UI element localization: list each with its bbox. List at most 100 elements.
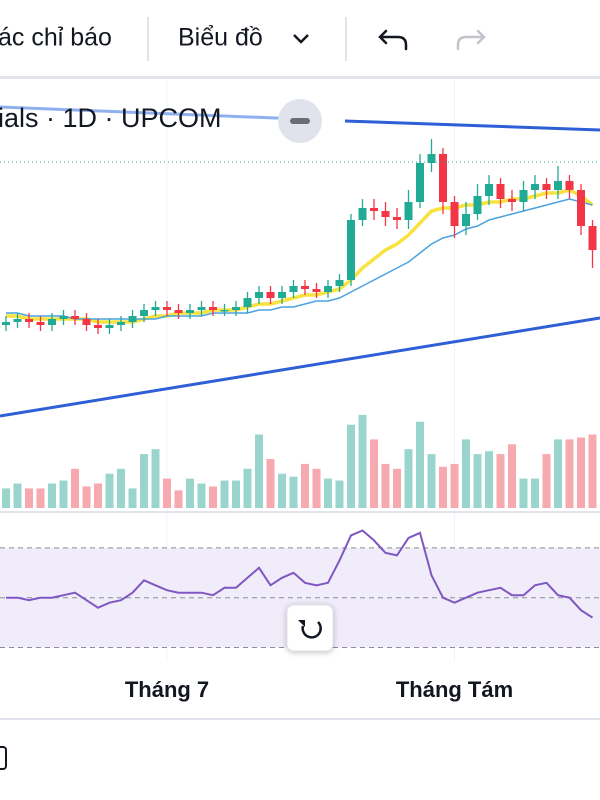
trend-line xyxy=(344,119,600,132)
candle-body xyxy=(324,286,332,292)
reset-icon xyxy=(301,621,322,639)
x-tick-label: Tháng 7 xyxy=(125,677,209,702)
candle-body xyxy=(381,211,390,217)
volume-bar xyxy=(439,466,447,508)
volume-bar xyxy=(255,434,263,508)
candle-body xyxy=(531,184,539,190)
volume-bar xyxy=(140,454,148,508)
candle-body xyxy=(255,292,263,298)
candle-body xyxy=(519,190,528,202)
candle-body xyxy=(450,202,459,226)
toolbar xyxy=(0,0,600,78)
moving-average xyxy=(6,188,594,324)
candle-body xyxy=(312,289,321,292)
volume-bar xyxy=(485,451,493,508)
volume-bar xyxy=(220,480,229,508)
candle-body xyxy=(462,214,470,226)
chart-type-button[interactable]: Biểu đồ xyxy=(178,24,263,52)
candle-body xyxy=(347,220,355,280)
volume-bar xyxy=(393,468,401,508)
volume-bar xyxy=(347,424,355,508)
volume-bar xyxy=(577,437,585,508)
volume-bar xyxy=(243,468,252,508)
trend-line xyxy=(0,105,301,121)
candle-body xyxy=(82,319,91,325)
candle-body xyxy=(59,316,68,319)
volume-bar xyxy=(358,414,367,508)
volume-bar xyxy=(381,463,390,508)
volume-bar xyxy=(312,468,321,508)
volume-bar xyxy=(404,449,413,508)
undo-button[interactable] xyxy=(378,29,408,51)
volume-bar xyxy=(128,488,137,508)
volume-bar xyxy=(370,439,378,508)
candle-body xyxy=(266,292,275,298)
volume-bar xyxy=(186,478,194,508)
candle-body xyxy=(565,181,574,190)
volume-bar xyxy=(473,454,482,508)
legend-title: ials · 1D · UPCOM xyxy=(0,103,222,133)
candle-body xyxy=(588,226,597,250)
candle-body xyxy=(358,208,367,220)
candle-body xyxy=(232,307,240,310)
candle-body xyxy=(416,163,424,202)
candle-body xyxy=(36,322,45,325)
candle-body xyxy=(94,325,102,328)
volume-bar xyxy=(335,480,344,508)
reset-button[interactable] xyxy=(286,604,334,652)
rsi-line xyxy=(6,529,594,619)
candle-body xyxy=(2,322,10,325)
indicators-button[interactable]: ác chỉ báo xyxy=(0,24,112,52)
volume-bar xyxy=(542,454,551,508)
chart-area: Tháng 7 Tháng Tám xyxy=(0,80,600,702)
volume-bar xyxy=(266,459,275,508)
collapse-icon xyxy=(290,118,310,124)
volume-bar xyxy=(588,434,597,508)
volume-bar xyxy=(48,483,56,508)
candle-body xyxy=(335,280,344,286)
candle-body xyxy=(243,298,252,307)
volume-bar xyxy=(496,454,505,508)
candle-body xyxy=(105,325,114,328)
candle-body xyxy=(209,307,217,310)
candle-body xyxy=(140,310,148,316)
candle-body xyxy=(289,286,298,292)
volume-bar xyxy=(508,444,516,508)
toolbar-border xyxy=(0,76,600,79)
candle-body xyxy=(496,184,505,199)
candle-body xyxy=(508,199,516,202)
candle-body xyxy=(151,307,160,310)
volume-bar xyxy=(197,483,206,508)
candle-body xyxy=(542,184,551,190)
volume-bar xyxy=(278,473,286,508)
candle-body xyxy=(13,319,22,322)
volume-bar xyxy=(462,439,470,508)
volume-bar xyxy=(151,449,160,508)
candle-body xyxy=(404,202,413,220)
redo-button[interactable] xyxy=(456,29,486,51)
moving-average xyxy=(6,198,593,320)
candle-body xyxy=(197,307,206,310)
volume-bar xyxy=(174,490,183,508)
volume-bar xyxy=(209,486,217,508)
candle-body xyxy=(163,307,171,310)
candle-body xyxy=(71,316,79,319)
candle-body xyxy=(439,154,447,202)
volume-bar xyxy=(82,486,91,508)
candle-body xyxy=(427,154,436,163)
bottom-icon[interactable] xyxy=(0,746,7,770)
candle-body xyxy=(128,316,137,322)
volume-bar xyxy=(71,468,79,508)
candle-body xyxy=(25,319,33,322)
volume-bar xyxy=(94,483,102,508)
candle-body xyxy=(393,217,401,220)
candle-body xyxy=(577,190,585,226)
volume-bar xyxy=(565,439,574,508)
volume-bar xyxy=(13,483,22,508)
candle-body xyxy=(554,181,562,190)
volume-bar xyxy=(531,478,539,508)
candle-body xyxy=(186,310,194,313)
volume-bar xyxy=(59,480,68,508)
volume-bar xyxy=(289,476,298,508)
reset-icon-arrow xyxy=(298,620,305,627)
